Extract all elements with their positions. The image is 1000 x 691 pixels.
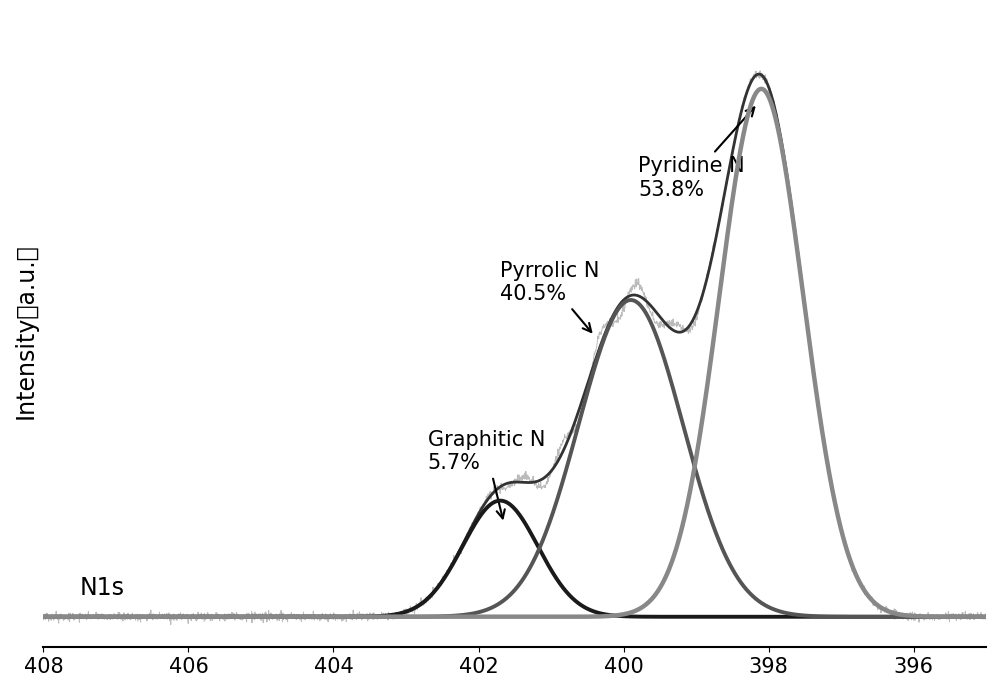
Text: Graphitic N
5.7%: Graphitic N 5.7%	[428, 430, 545, 518]
Text: Pyridine N
53.8%: Pyridine N 53.8%	[638, 107, 754, 200]
Text: N1s: N1s	[80, 576, 125, 600]
Text: Pyrrolic N
40.5%: Pyrrolic N 40.5%	[500, 261, 600, 332]
Y-axis label: Intensity（a.u.）: Intensity（a.u.）	[14, 243, 38, 419]
